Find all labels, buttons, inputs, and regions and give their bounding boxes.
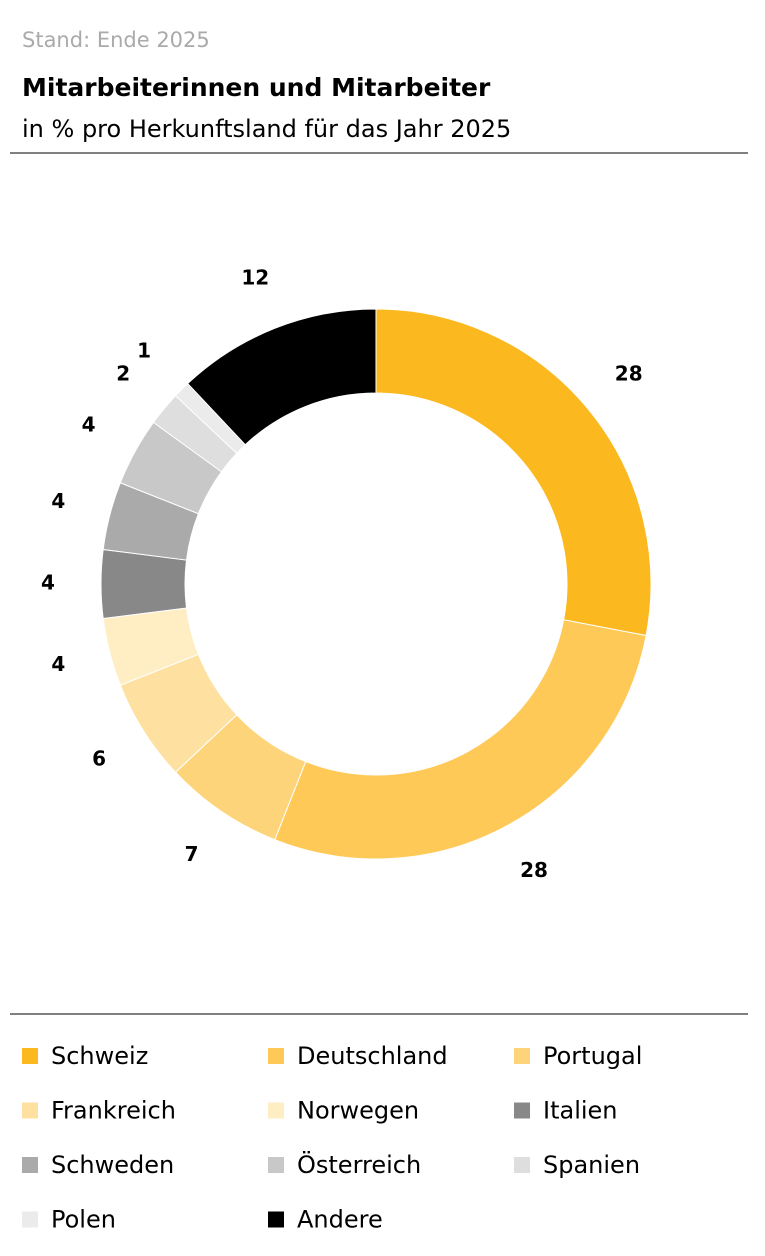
note: Stand: Ende 2025 <box>22 28 210 52</box>
legend-label: Italien <box>543 1097 618 1125</box>
data-label: 2 <box>116 361 130 385</box>
legend-swatch <box>22 1211 38 1228</box>
data-label: 4 <box>51 489 65 513</box>
legend-swatch <box>268 1211 284 1228</box>
chart-title: Mitarbeiterinnen und Mitarbeiter <box>22 73 491 102</box>
data-label: 28 <box>615 361 643 385</box>
legend-swatch <box>268 1102 284 1119</box>
legend-label: Deutschland <box>297 1042 448 1070</box>
donut-segment <box>100 548 188 620</box>
donut-segment <box>375 308 652 637</box>
data-label: 1 <box>137 339 151 363</box>
data-label: 6 <box>92 746 106 770</box>
donut-segment <box>187 308 377 446</box>
legend-label: Norwegen <box>297 1097 419 1125</box>
data-label: 28 <box>520 858 548 882</box>
legend-label: Schweden <box>51 1151 174 1179</box>
legend-label: Portugal <box>543 1042 642 1070</box>
legend-swatch <box>268 1048 284 1064</box>
legend-swatch <box>22 1048 38 1064</box>
chart-subtitle: in % pro Herkunftsland für das Jahr 2025 <box>22 115 511 143</box>
legend-swatch <box>22 1102 38 1119</box>
legend-swatch <box>514 1102 530 1119</box>
legend-swatch <box>514 1048 530 1064</box>
legend-swatch <box>268 1157 284 1173</box>
legend-swatch <box>514 1157 530 1173</box>
data-label: 4 <box>51 652 65 676</box>
legend-swatch <box>22 1157 38 1173</box>
legend-label: Polen <box>51 1206 116 1234</box>
data-label: 7 <box>185 842 199 866</box>
data-label: 4 <box>41 571 55 595</box>
legend-label: Schweiz <box>51 1042 148 1070</box>
legend-label: Frankreich <box>51 1097 176 1125</box>
data-label: 12 <box>241 266 269 290</box>
data-label: 4 <box>82 412 96 436</box>
legend-label: Österreich <box>297 1150 421 1179</box>
donut-segment <box>274 619 647 860</box>
legend-label: Andere <box>297 1206 383 1234</box>
legend-label: Spanien <box>543 1151 640 1179</box>
